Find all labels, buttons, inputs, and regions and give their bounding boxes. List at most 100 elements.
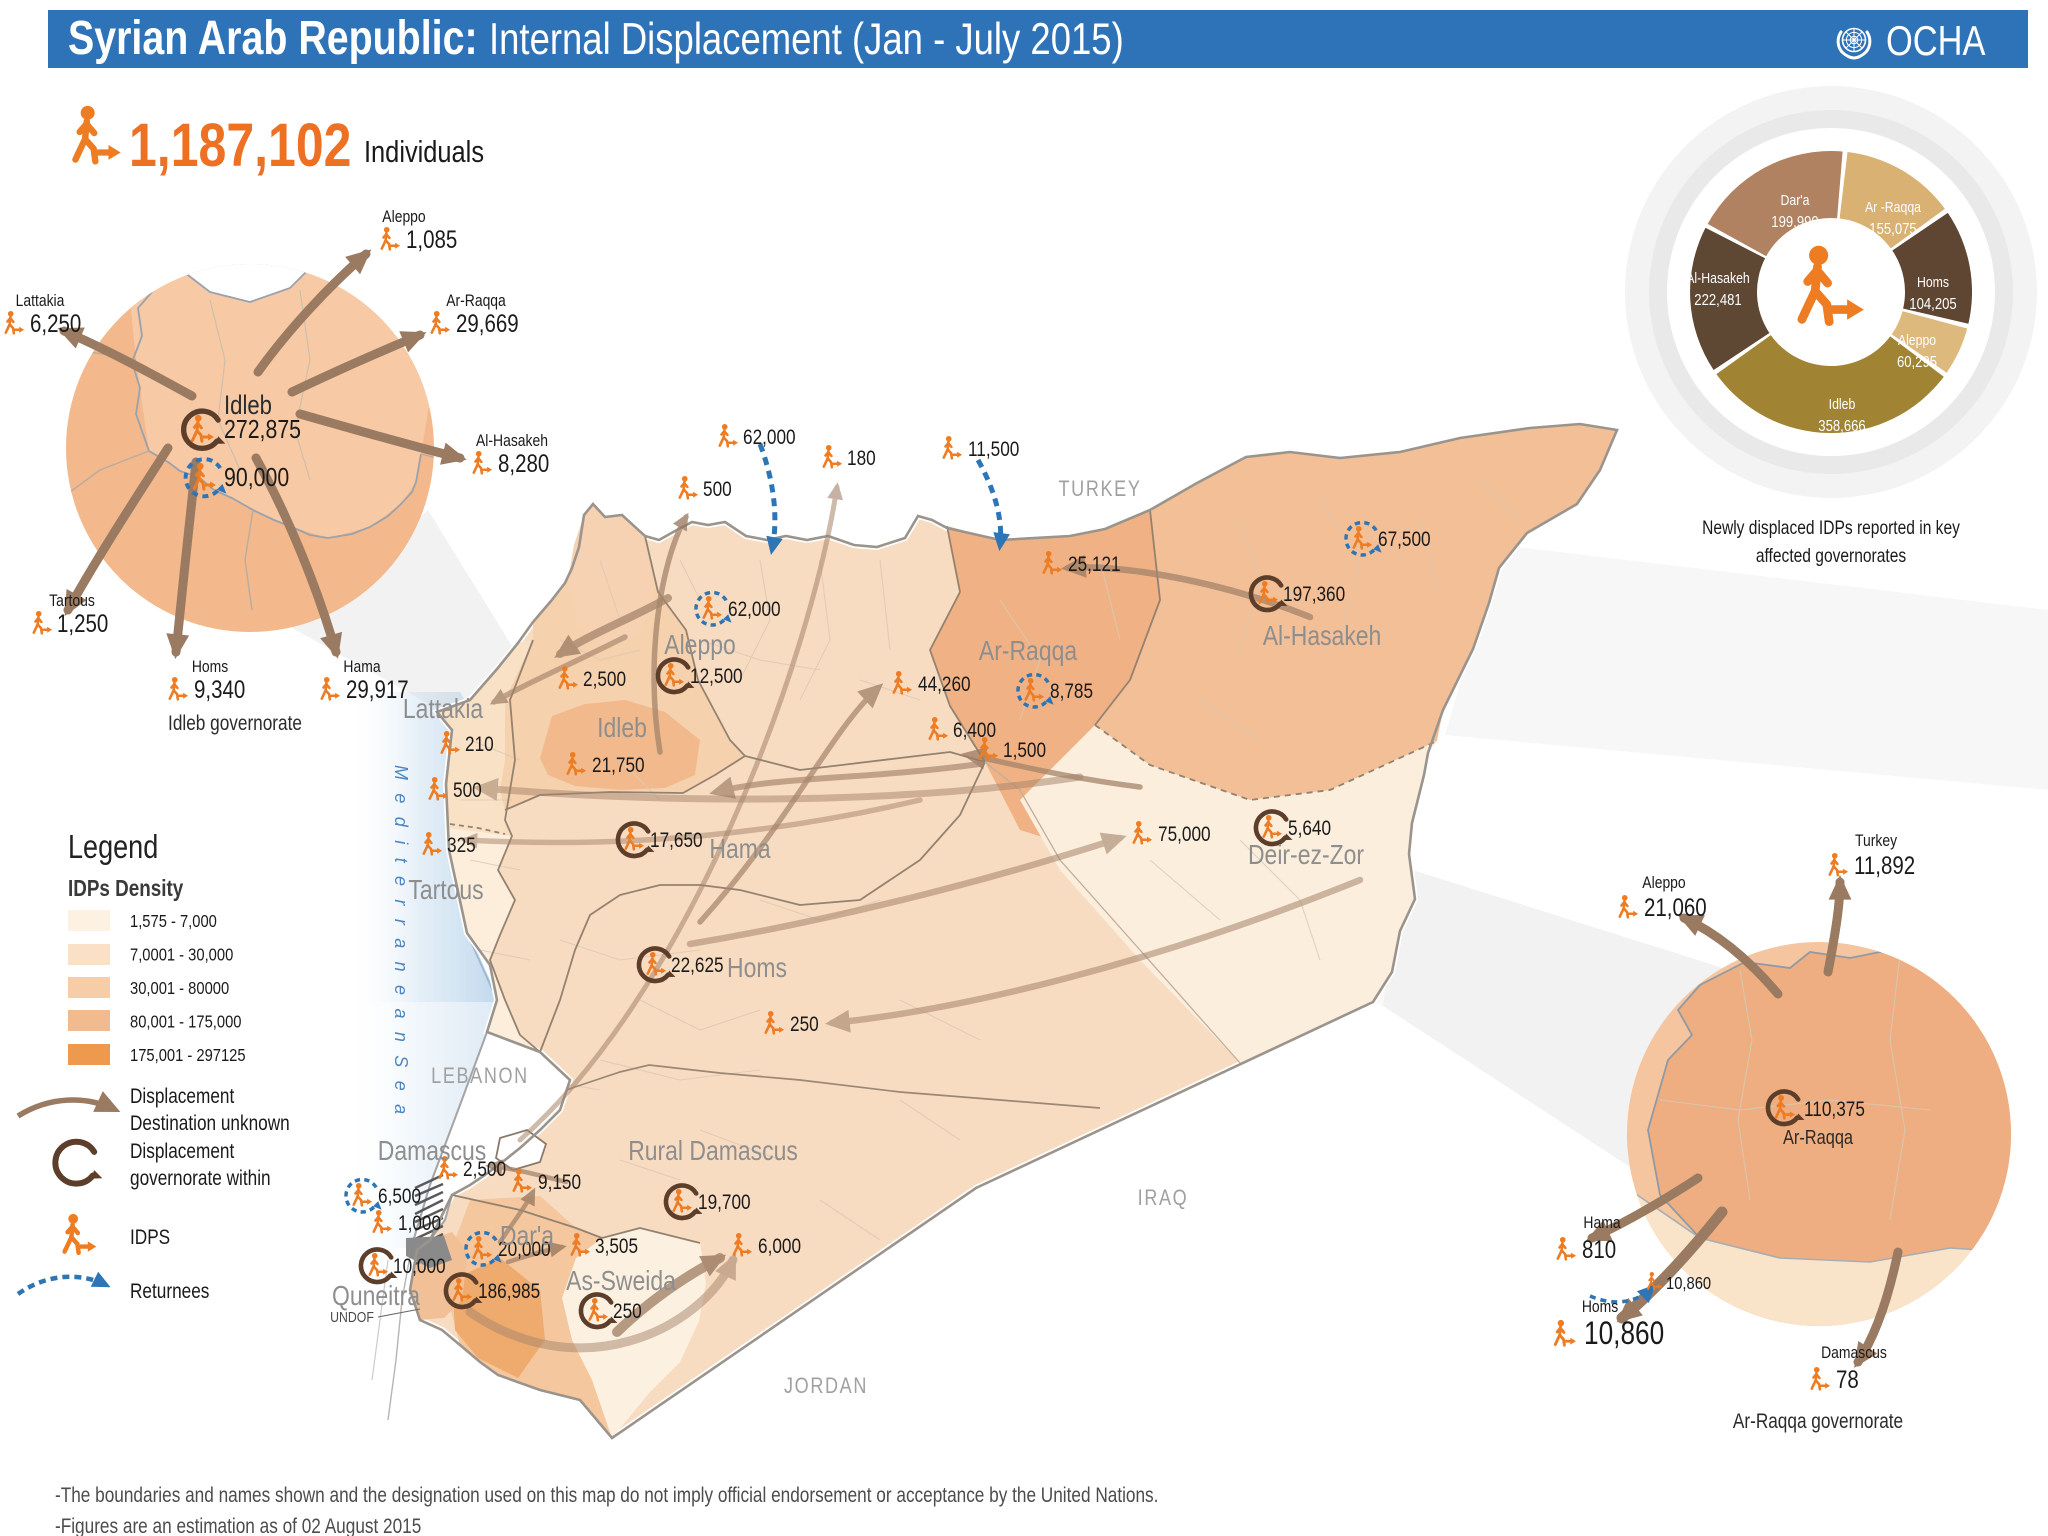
svg-text:Damascus: Damascus [1821,1344,1887,1363]
svg-text:Destination unknown: Destination unknown [130,1113,290,1136]
svg-text:1,085: 1,085 [406,225,457,253]
svg-text:2,500: 2,500 [463,1159,506,1182]
svg-text:110,375: 110,375 [1804,1099,1865,1122]
svg-text:67,500: 67,500 [1378,529,1431,552]
svg-text:180: 180 [847,448,876,471]
svg-text:1,187,102: 1,187,102 [129,111,351,179]
svg-text:Homs: Homs [727,953,787,984]
svg-text:2,500: 2,500 [583,669,626,692]
svg-text:Tartous: Tartous [49,592,95,611]
svg-text:Idleb: Idleb [1829,396,1856,412]
svg-text:M e d i t e r r a n e a n S e: M e d i t e r r a n e a n S e a [391,765,411,1118]
svg-text:Aleppo: Aleppo [382,208,425,227]
svg-text:Homs: Homs [1917,274,1949,290]
svg-text:90,000: 90,000 [224,463,289,493]
svg-text:29,917: 29,917 [346,675,409,703]
svg-text:10,860: 10,860 [1666,1274,1711,1294]
svg-text:500: 500 [703,479,732,502]
svg-text:TURKEY: TURKEY [1059,477,1142,501]
svg-text:Idleb governorate: Idleb governorate [168,713,302,736]
svg-text:Ar-Raqqa: Ar-Raqqa [979,636,1078,667]
svg-text:155,075: 155,075 [1869,221,1916,238]
svg-text:6,500: 6,500 [378,1186,421,1209]
svg-text:17,650: 17,650 [650,830,703,853]
svg-text:810: 810 [1582,1235,1616,1263]
svg-text:Individuals: Individuals [364,135,484,170]
svg-text:358,666: 358,666 [1818,418,1865,435]
svg-text:21,750: 21,750 [592,755,645,778]
svg-text:78: 78 [1836,1365,1859,1393]
svg-text:6,400: 6,400 [953,720,996,743]
svg-text:Aleppo: Aleppo [664,630,735,661]
svg-text:Al-Hasakeh: Al-Hasakeh [1686,270,1750,286]
svg-text:-Figures are an estimation as: -Figures are an estimation as of 02 Augu… [55,1516,421,1536]
svg-text:210: 210 [465,734,494,757]
svg-text:8,785: 8,785 [1050,681,1093,704]
svg-text:JORDAN: JORDAN [784,1374,868,1398]
svg-text:22,625: 22,625 [671,955,724,978]
svg-text:9,150: 9,150 [538,1172,581,1195]
svg-text:Lattakia: Lattakia [403,694,484,725]
svg-text:44,260: 44,260 [918,674,971,697]
svg-text:500: 500 [453,780,482,803]
svg-text:197,360: 197,360 [1283,584,1345,607]
svg-text:Dar'a: Dar'a [1781,192,1810,208]
svg-text:Al-Hasakeh: Al-Hasakeh [1263,621,1382,652]
svg-text:186,985: 186,985 [478,1281,540,1304]
svg-text:25,121: 25,121 [1068,554,1121,577]
svg-text:Hama: Hama [1583,1214,1620,1233]
svg-text:Homs: Homs [1582,1298,1619,1317]
svg-text:Rural Damascus: Rural Damascus [628,1136,798,1167]
svg-text:222,481: 222,481 [1694,292,1741,309]
svg-text:9,340: 9,340 [194,675,245,703]
svg-text:Ar -Raqqa: Ar -Raqqa [1865,199,1921,215]
svg-text:Aleppo: Aleppo [1898,332,1937,348]
svg-text:Newly displaced IDPs reported: Newly displaced IDPs reported in key [1702,517,1960,539]
svg-text:11,892: 11,892 [1854,851,1915,879]
svg-text:62,000: 62,000 [743,427,796,450]
svg-text:1,250: 1,250 [57,609,108,637]
svg-text:1,000: 1,000 [398,1213,441,1236]
svg-text:Returnees: Returnees [130,1281,209,1304]
svg-text:325: 325 [447,835,476,858]
svg-text:8,280: 8,280 [498,449,549,477]
svg-text:Damascus: Damascus [378,1136,486,1167]
svg-text:Legend: Legend [68,830,158,866]
svg-text:272,875: 272,875 [224,415,301,445]
svg-text:As-Sweida: As-Sweida [566,1266,676,1297]
svg-text:6,000: 6,000 [758,1236,801,1259]
svg-text:62,000: 62,000 [728,599,781,622]
svg-text:Ar-Raqqa: Ar-Raqqa [446,292,506,311]
svg-text:Syrian Arab Republic:: Syrian Arab Republic: [68,11,478,65]
svg-text:5,640: 5,640 [1288,818,1331,841]
svg-text:80,001 - 175,000: 80,001 - 175,000 [130,1012,241,1032]
svg-text:60,295: 60,295 [1897,354,1937,371]
svg-text:-The boundaries and names show: -The boundaries and names shown and the … [55,1485,1158,1508]
svg-text:19,700: 19,700 [698,1192,751,1215]
svg-text:Hama: Hama [343,658,380,677]
svg-text:Hama: Hama [709,834,771,865]
svg-text:1,500: 1,500 [1003,740,1046,763]
svg-text:250: 250 [613,1301,642,1324]
svg-text:1,575 - 7,000: 1,575 - 7,000 [130,912,217,932]
svg-text:11,500: 11,500 [968,439,1019,462]
svg-text:IRAQ: IRAQ [1138,1186,1189,1210]
svg-text:Turkey: Turkey [1855,832,1897,851]
svg-text:250: 250 [790,1014,819,1037]
svg-text:Deir-ez-Zor: Deir-ez-Zor [1248,840,1364,871]
svg-text:Homs: Homs [192,658,229,677]
svg-text:12,500: 12,500 [690,666,743,689]
svg-text:Displacement: Displacement [130,1086,235,1109]
svg-text:OCHA: OCHA [1886,18,1986,65]
svg-text:175,001 - 297125: 175,001 - 297125 [130,1046,246,1066]
svg-text:75,000: 75,000 [1158,824,1211,847]
svg-text:10,860: 10,860 [1584,1317,1664,1352]
svg-text:3,505: 3,505 [595,1236,638,1259]
svg-text:20,000: 20,000 [498,1239,551,1262]
svg-text:10,000: 10,000 [393,1256,446,1279]
svg-text:Displacement: Displacement [130,1141,235,1164]
svg-text:IDPS: IDPS [130,1227,170,1250]
svg-text:7,0001 - 30,000: 7,0001 - 30,000 [130,945,233,965]
svg-text:IDPs Density: IDPs Density [68,876,183,901]
svg-text:Ar-Raqqa governorate: Ar-Raqqa governorate [1733,1411,1903,1434]
